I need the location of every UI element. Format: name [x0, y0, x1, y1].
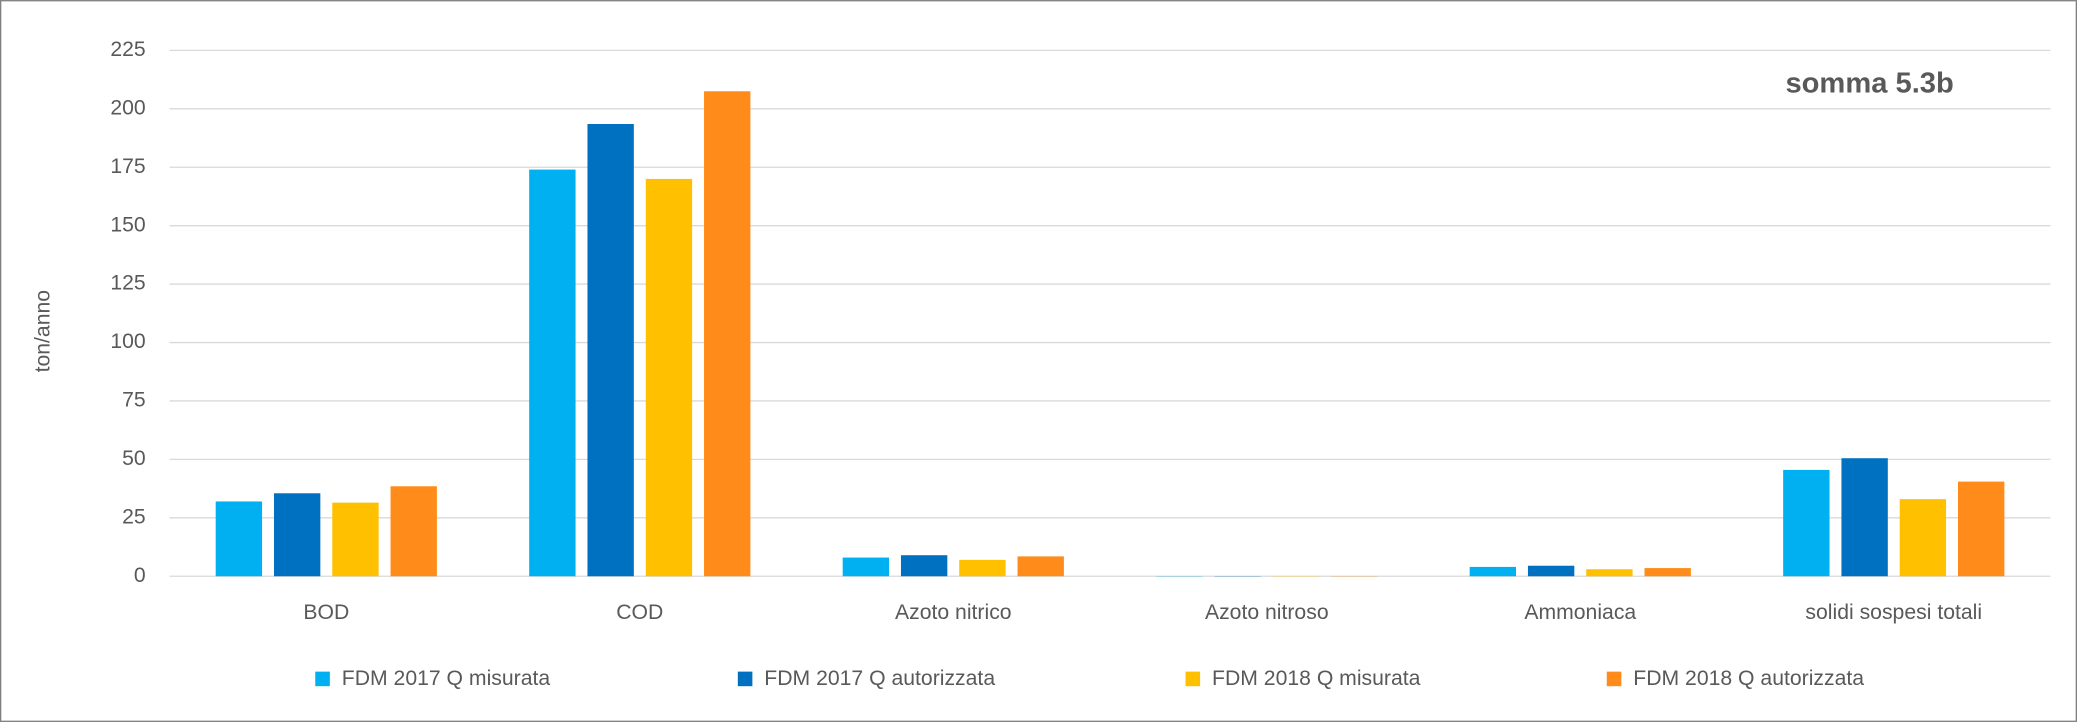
- bar: [529, 169, 576, 577]
- legend-swatch: [1606, 671, 1622, 687]
- bar: [1644, 568, 1691, 577]
- x-tick-label: Ammoniaca: [1524, 601, 1636, 624]
- bar: [1527, 565, 1575, 577]
- bar: [842, 557, 890, 577]
- y-tick-label: 200: [110, 96, 145, 119]
- x-tick-label: BOD: [303, 601, 349, 624]
- y-tick-label: 50: [122, 447, 146, 470]
- bar: [332, 502, 379, 577]
- y-tick-label: 25: [122, 505, 146, 528]
- y-tick-label: 225: [110, 38, 145, 61]
- bar: [1958, 481, 2005, 577]
- bar: [587, 123, 634, 577]
- y-tick-label: 150: [110, 213, 145, 236]
- legend-label: FDM 2017 Q misurata: [342, 667, 551, 690]
- bar: [1783, 469, 1830, 577]
- legend-swatch: [1185, 671, 1201, 687]
- bar: [390, 486, 437, 577]
- bar: [959, 559, 1006, 577]
- y-tick-label: 100: [110, 330, 145, 353]
- legend-swatch: [315, 671, 330, 687]
- bar: [900, 555, 948, 577]
- x-tick-label: Azoto nitroso: [1205, 601, 1329, 624]
- bar: [273, 493, 321, 577]
- bar: [215, 501, 263, 577]
- y-tick-label: 125: [110, 272, 145, 295]
- y-tick-label: 0: [134, 564, 146, 587]
- bar: [1017, 556, 1064, 577]
- bar: [704, 91, 751, 577]
- bar: [1841, 458, 1888, 577]
- legend-label: FDM 2017 Q autorizzata: [764, 667, 995, 690]
- y-tick-label: 75: [122, 389, 146, 412]
- legend-label: FDM 2018 Q autorizzata: [1633, 667, 1864, 690]
- legend-swatch: [737, 671, 753, 687]
- x-tick-label: solidi sospesi totali: [1805, 601, 1982, 624]
- chart-title: somma 5.3b: [1785, 68, 1953, 100]
- bar: [645, 178, 693, 577]
- bar: [1899, 499, 1947, 577]
- y-axis-label: ton/anno: [31, 290, 54, 372]
- x-tick-label: COD: [616, 601, 663, 624]
- legend-label: FDM 2018 Q misurata: [1212, 667, 1421, 690]
- bar: [1586, 569, 1633, 577]
- bar: [1469, 566, 1517, 577]
- x-tick-label: Azoto nitrico: [895, 601, 1012, 624]
- y-tick-label: 175: [110, 155, 145, 178]
